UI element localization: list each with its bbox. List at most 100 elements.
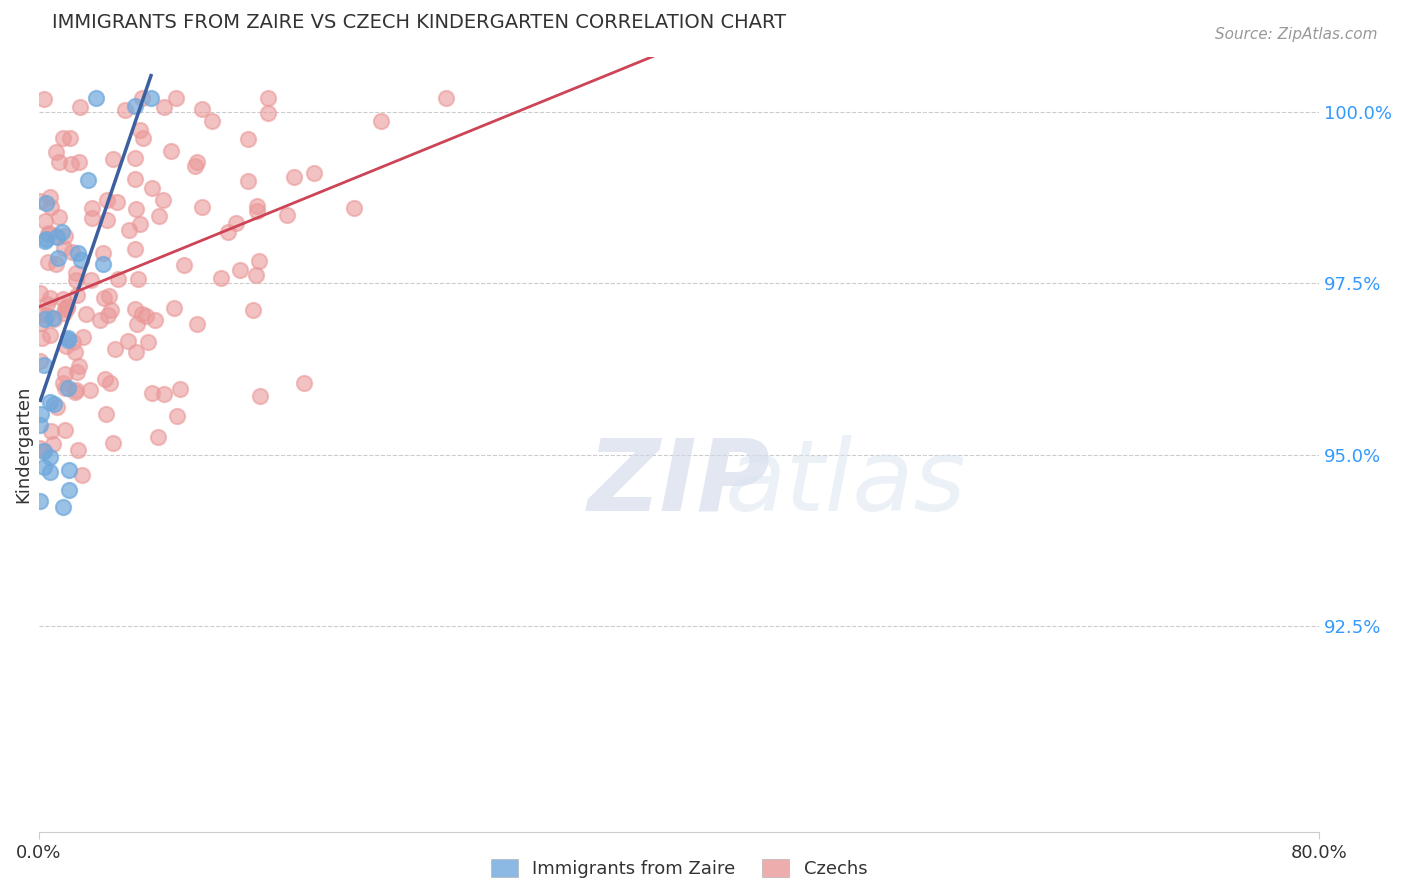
Point (67, 442, 90, 457)
Point (53, 229, 76, 244)
Point (101, 436, 124, 450)
Point (148, 210, 170, 224)
Point (93, 246, 115, 260)
Point (30, 285, 52, 300)
Point (166, 409, 188, 424)
Point (191, 200, 214, 214)
Point (153, 387, 176, 401)
Point (127, 272, 149, 286)
Point (139, 91, 162, 105)
Point (127, 317, 149, 331)
Point (136, 335, 159, 350)
Point (45, 257, 67, 271)
Point (52, 292, 75, 306)
Point (56, 301, 79, 315)
Point (42, 396, 65, 410)
Point (39, 424, 62, 438)
Point (131, 91, 153, 105)
Point (70, 468, 93, 483)
Point (283, 170, 305, 185)
Point (124, 302, 146, 317)
Point (66, 365, 89, 379)
Point (30, 418, 52, 433)
Point (103, 153, 125, 167)
Point (39, 190, 62, 204)
Point (34, 234, 56, 248)
Point (131, 308, 153, 322)
Point (45, 230, 67, 244)
Point (32, 92, 55, 106)
Point (124, 99, 146, 113)
Point (246, 198, 269, 212)
Point (38, 465, 60, 479)
Point (63, 345, 86, 359)
Point (94, 407, 117, 421)
Point (257, 91, 280, 105)
Point (42, 436, 65, 450)
Point (242, 303, 264, 318)
Point (62, 335, 84, 350)
Point (30, 353, 52, 368)
Text: Source: ZipAtlas.com: Source: ZipAtlas.com (1215, 27, 1378, 42)
Point (35, 308, 58, 322)
Point (31, 307, 53, 321)
Point (186, 155, 208, 169)
Point (56, 381, 79, 395)
Point (56, 331, 79, 345)
Point (60, 157, 83, 171)
Point (82, 202, 104, 216)
Point (125, 202, 148, 216)
Point (67, 245, 90, 260)
Point (34, 213, 56, 227)
Point (38, 226, 60, 240)
Point (129, 218, 152, 232)
Point (37, 255, 59, 269)
Point (434, 91, 457, 105)
Point (31, 444, 53, 458)
Point (37, 227, 59, 241)
Point (35, 231, 58, 245)
Point (98, 289, 121, 303)
Point (104, 342, 127, 356)
Point (229, 263, 252, 277)
Point (30, 316, 52, 330)
Point (80, 273, 103, 287)
Point (84, 91, 107, 105)
Point (132, 130, 155, 145)
Point (124, 151, 146, 165)
Point (245, 268, 267, 283)
Point (276, 208, 298, 222)
Point (217, 225, 239, 239)
Point (96, 193, 118, 207)
Point (135, 309, 157, 323)
Point (48, 210, 70, 224)
Point (152, 193, 174, 207)
Point (201, 113, 224, 128)
Point (53, 381, 76, 395)
Point (89, 312, 111, 326)
Point (209, 270, 232, 285)
Point (93, 291, 115, 305)
Point (65, 288, 87, 302)
Point (52, 131, 75, 145)
Point (77, 173, 100, 187)
Point (153, 100, 176, 114)
Point (98, 376, 121, 390)
Point (65, 383, 87, 397)
Point (69, 100, 91, 114)
Point (30, 194, 52, 208)
Point (186, 318, 208, 332)
Point (30, 441, 52, 455)
Point (58, 463, 80, 477)
Point (75, 307, 97, 321)
Point (63, 384, 86, 399)
Point (125, 344, 148, 359)
Point (30, 494, 52, 508)
Point (246, 203, 269, 218)
Point (53, 423, 76, 437)
Point (370, 114, 392, 128)
Point (58, 333, 80, 347)
Point (32, 459, 55, 474)
Point (37, 297, 59, 311)
Point (114, 103, 136, 117)
